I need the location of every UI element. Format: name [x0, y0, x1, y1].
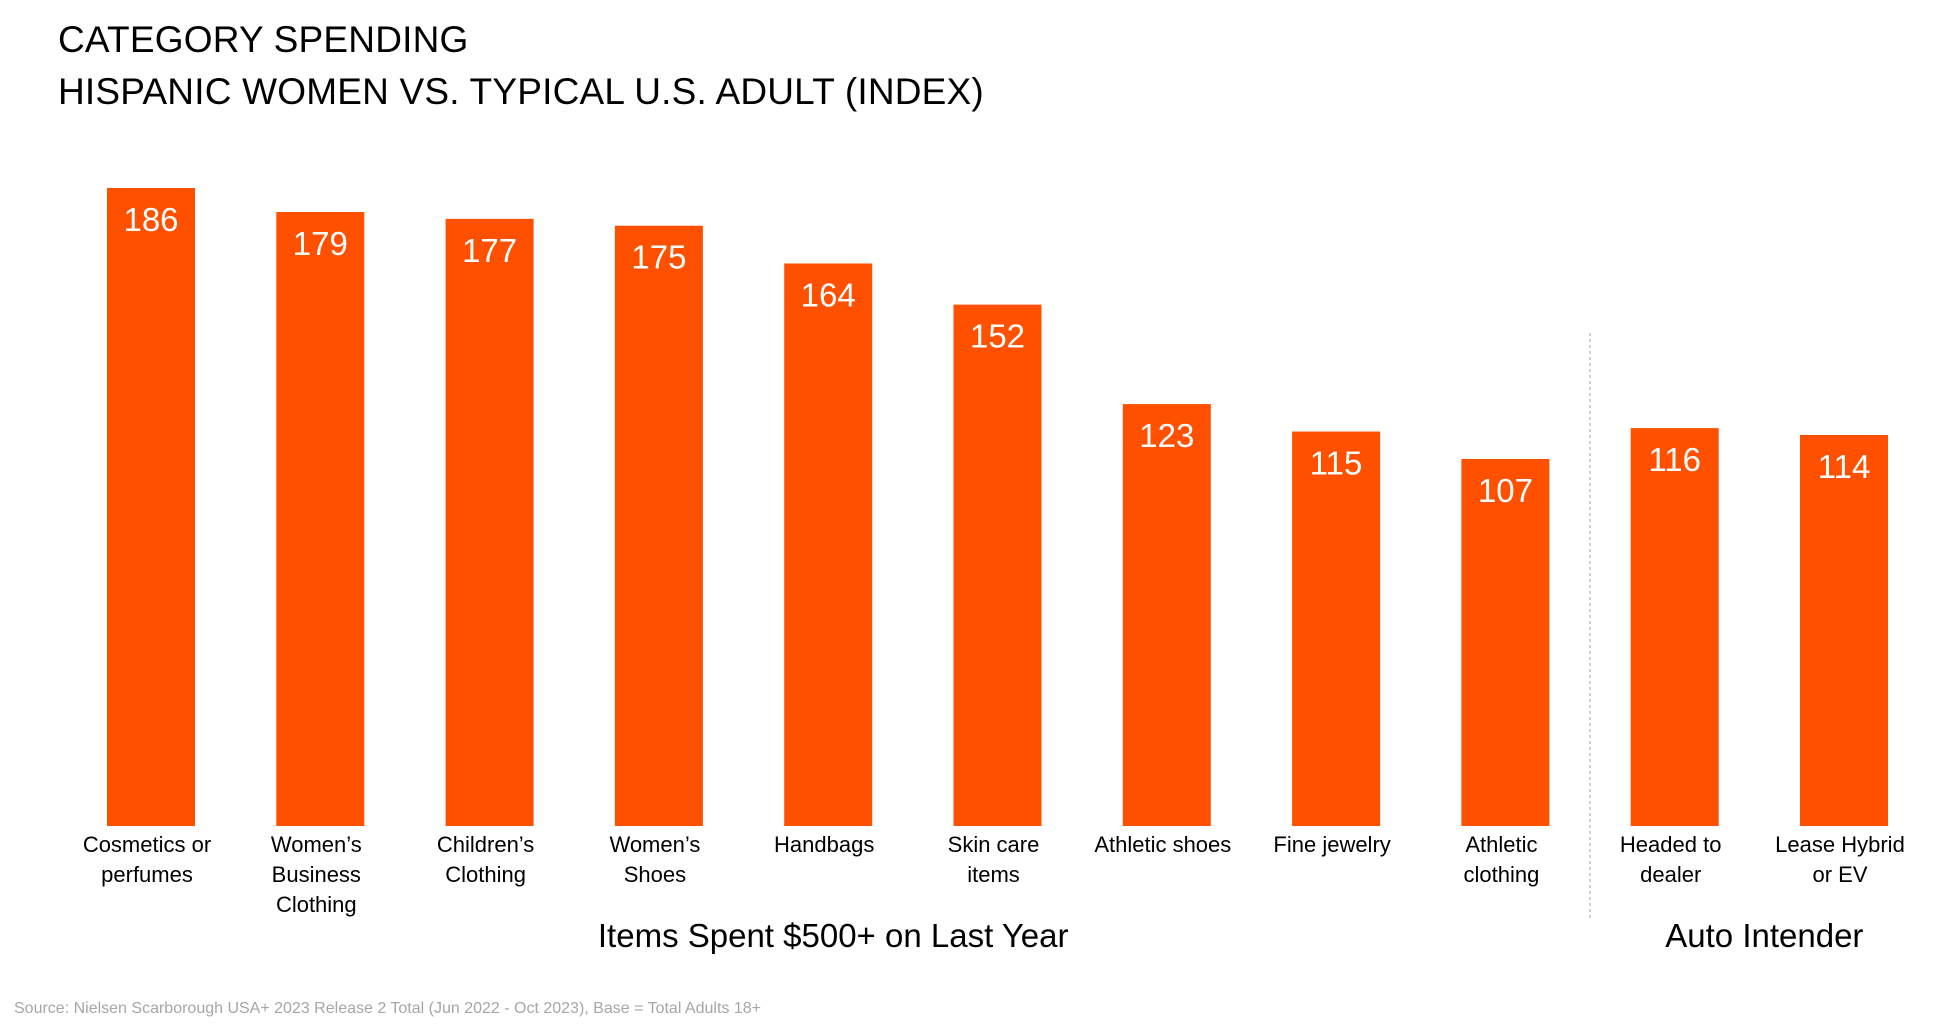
category-label: items — [967, 862, 1020, 887]
bar — [1461, 458, 1550, 826]
category-label: Athletic — [1465, 832, 1537, 857]
category-label: dealer — [1640, 862, 1701, 887]
category-label: Clothing — [445, 862, 526, 887]
chart-title-line-1: CATEGORY SPENDING — [58, 19, 469, 60]
group-label: Items Spent $500+ on Last Year — [598, 917, 1069, 954]
category-label: Women’s — [271, 832, 362, 857]
category-label: Business — [272, 862, 361, 887]
bar-value-label: 186 — [123, 201, 178, 238]
bar-value-label: 164 — [801, 276, 856, 313]
bar-chart: 186 Cosmetics or perfumes 179 Women’s Busines… — [83, 188, 1905, 954]
category-label: Skin care — [948, 832, 1040, 857]
chart-title-line-2: HISPANIC WOMEN VS. TYPICAL U.S. ADULT (I… — [58, 71, 984, 112]
category-label: Women’s — [609, 832, 700, 857]
bar — [276, 212, 365, 827]
category-label: Shoes — [624, 862, 686, 887]
bar — [614, 225, 703, 826]
group-label: Auto Intender — [1665, 917, 1863, 954]
category-label: Clothing — [276, 892, 357, 917]
category-label: or EV — [1812, 862, 1867, 887]
source-note: Source: Nielsen Scarborough USA+ 2023 Re… — [14, 1000, 761, 1017]
category-label: Cosmetics or — [83, 832, 211, 857]
bar — [1630, 428, 1719, 826]
category-label: perfumes — [101, 862, 193, 887]
category-label: Children’s — [437, 832, 534, 857]
bar-value-label: 115 — [1310, 445, 1363, 482]
category-label: clothing — [1463, 862, 1539, 887]
bar — [445, 218, 534, 826]
bar-value-label: 152 — [970, 318, 1025, 355]
bar — [1292, 431, 1381, 826]
bar-value-label: 116 — [1648, 441, 1701, 478]
bar-value-label: 175 — [631, 239, 686, 276]
bar — [1800, 434, 1888, 826]
bar-value-label: 114 — [1818, 448, 1871, 485]
bar — [1122, 404, 1211, 826]
category-label: Athletic shoes — [1094, 832, 1231, 857]
bar — [784, 263, 873, 826]
category-label: Headed to — [1620, 832, 1722, 857]
category-label: Lease Hybrid — [1775, 832, 1905, 857]
bar-value-label: 107 — [1478, 472, 1533, 509]
bar-value-label: 123 — [1139, 417, 1194, 454]
category-label: Fine jewelry — [1273, 832, 1390, 857]
bar-value-label: 177 — [462, 232, 517, 269]
bar — [953, 304, 1042, 826]
category-label: Handbags — [774, 832, 874, 857]
bar-value-label: 179 — [293, 225, 348, 262]
chart-title: CATEGORY SPENDING HISPANIC WOMEN VS. TYP… — [58, 14, 984, 118]
bar — [107, 188, 195, 826]
